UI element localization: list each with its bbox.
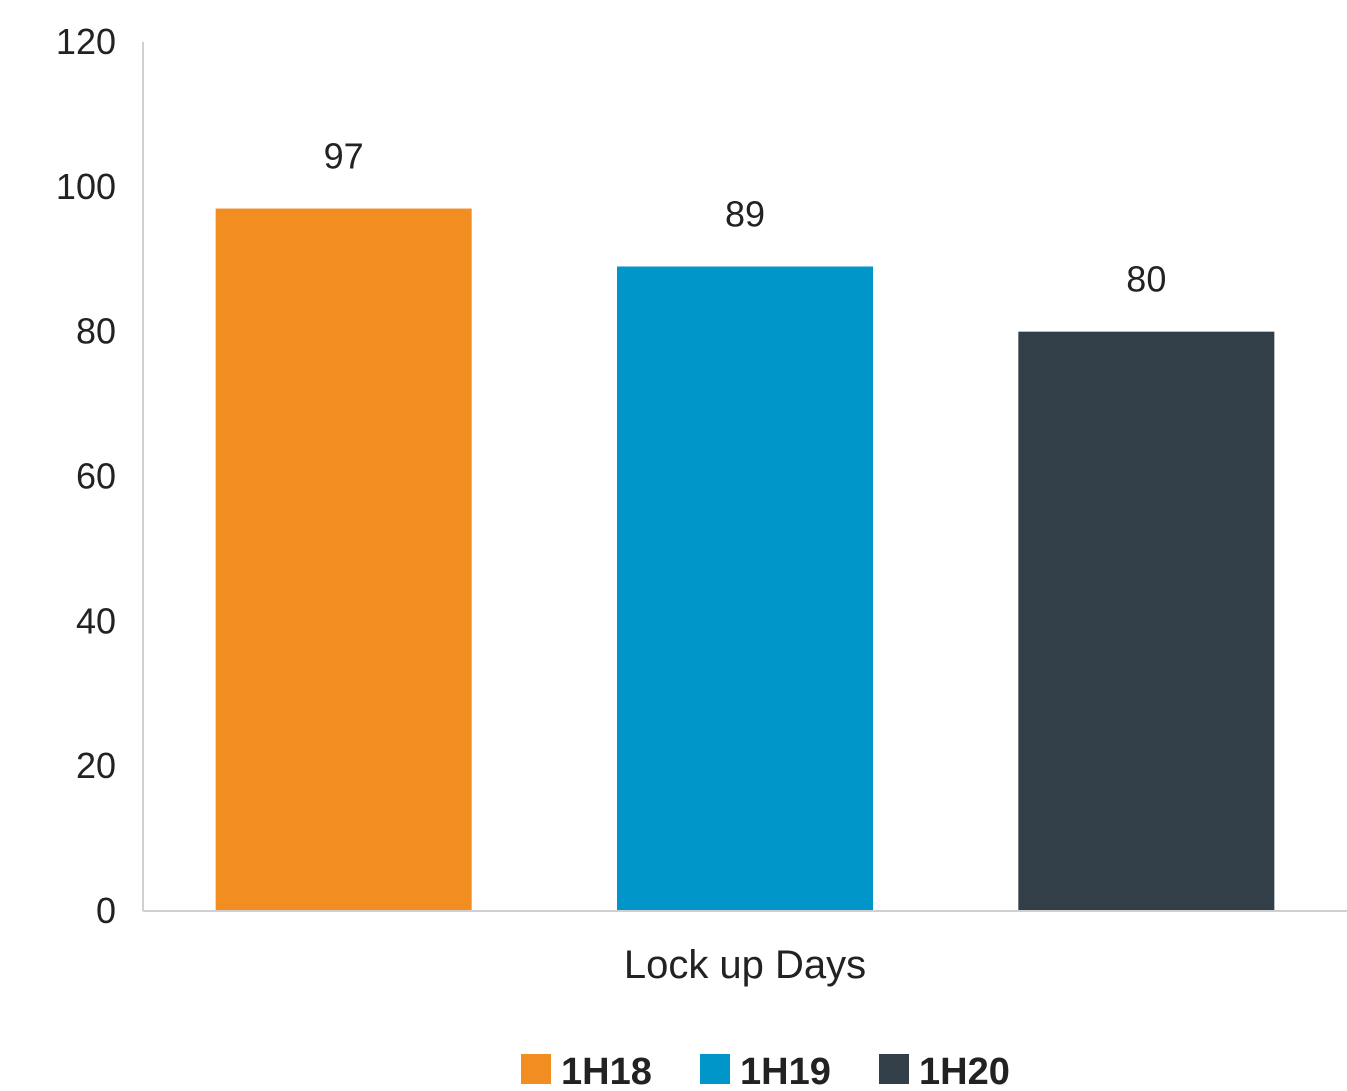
bar-1h19 bbox=[617, 266, 873, 911]
legend-label-1h19: 1H19 bbox=[740, 1051, 831, 1086]
legend-label-1h18: 1H18 bbox=[561, 1051, 652, 1086]
data-label-1h18: 97 bbox=[324, 136, 364, 177]
legend-swatch-1h18 bbox=[521, 1054, 551, 1084]
y-tick-label: 20 bbox=[76, 745, 116, 786]
legend-swatch-1h20 bbox=[879, 1054, 909, 1084]
y-tick-label: 120 bbox=[56, 21, 116, 62]
y-axis: 0 20 40 60 80 100 120 bbox=[56, 21, 144, 931]
y-tick-label: 60 bbox=[76, 456, 116, 497]
legend-label-1h20: 1H20 bbox=[919, 1051, 1010, 1086]
y-tick-label: 0 bbox=[96, 890, 116, 931]
bar-1h18 bbox=[215, 208, 472, 911]
bars bbox=[215, 208, 1275, 912]
legend-swatch-1h19 bbox=[700, 1054, 730, 1084]
x-axis: Lock up Days bbox=[143, 910, 1347, 987]
y-tick-label: 100 bbox=[56, 166, 116, 207]
legend: 1H18 1H19 1H20 bbox=[521, 1051, 1010, 1091]
data-label-1h19: 89 bbox=[725, 193, 765, 234]
y-tick-label: 40 bbox=[76, 600, 116, 641]
y-tick-label: 80 bbox=[76, 311, 116, 352]
bar-1h20 bbox=[1018, 331, 1275, 912]
data-label-1h20: 80 bbox=[1126, 259, 1166, 300]
x-category-label: Lock up Days bbox=[624, 943, 866, 987]
data-labels: 97 89 80 bbox=[324, 136, 1167, 300]
